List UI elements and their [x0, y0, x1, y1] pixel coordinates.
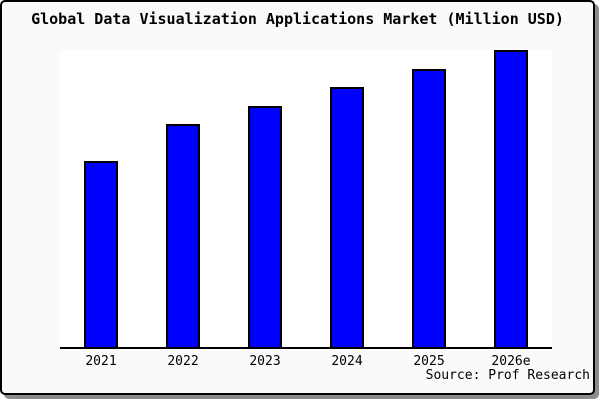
x-axis-labels: 2021 2022 2023 2024 2025 2026e — [60, 354, 552, 369]
chart-title: Global Data Visualization Applications M… — [31, 10, 564, 28]
bar-slot — [388, 50, 470, 347]
bar-slot — [60, 50, 142, 347]
bar-2022 — [166, 123, 200, 347]
x-tick-label-2025: 2025 — [413, 354, 445, 369]
bar-slot — [470, 50, 552, 347]
x-tick-label-2026e: 2026e — [491, 354, 531, 369]
plot-area — [60, 50, 552, 349]
bar-2026e — [494, 50, 528, 347]
x-tick-label-2021: 2021 — [85, 354, 117, 369]
x-tick-label-2024: 2024 — [331, 354, 363, 369]
bar-slot — [142, 50, 224, 347]
bar-2024 — [330, 86, 364, 347]
bar-slot — [224, 50, 306, 347]
bar-2021 — [84, 161, 118, 347]
bar-slot — [306, 50, 388, 347]
bars — [60, 50, 552, 347]
x-tick-label-2022: 2022 — [167, 354, 199, 369]
x-tick-label-2023: 2023 — [249, 354, 281, 369]
chart-card: Global Data Visualization Applications M… — [0, 0, 595, 395]
source-label: Source: Prof Research — [425, 368, 590, 383]
bar-2023 — [248, 105, 282, 347]
bar-2025 — [412, 69, 446, 347]
